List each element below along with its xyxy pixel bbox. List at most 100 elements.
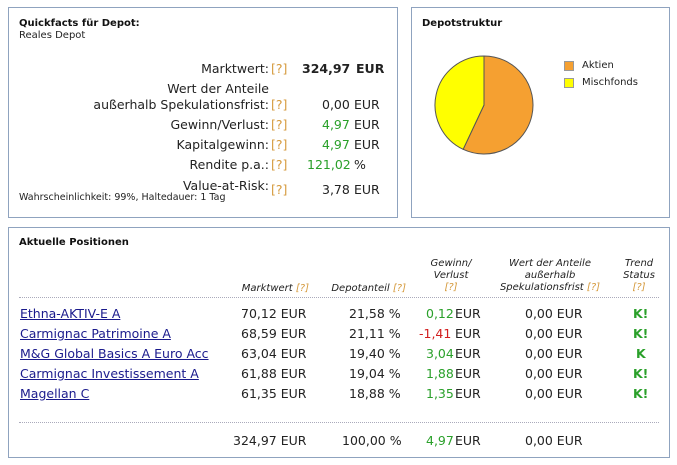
value-at-risk-help-link[interactable]: [?] bbox=[271, 182, 288, 197]
position-gv-unit: EUR bbox=[455, 326, 481, 341]
depotstruktur-title: Depotstruktur bbox=[422, 18, 503, 29]
position-wert: 0,00 EUR bbox=[525, 366, 583, 381]
legend-label-mischfonds: Mischfonds bbox=[582, 77, 638, 88]
wert-anteile-unit: EUR bbox=[354, 97, 380, 112]
marktwert-label: Marktwert: bbox=[201, 61, 269, 76]
gewinn-verlust-unit: EUR bbox=[354, 117, 380, 132]
position-anteil: 21,58 % bbox=[349, 306, 401, 321]
header-marktwert-help[interactable]: [?] bbox=[295, 283, 309, 294]
position-trend: K! bbox=[633, 326, 649, 341]
header-trend: Trend Status [?] bbox=[614, 258, 664, 294]
marktwert-help-link[interactable]: [?] bbox=[271, 61, 288, 76]
gewinn-verlust-label: Gewinn/Verlust: bbox=[170, 117, 269, 132]
total-wert: 0,00 EUR bbox=[525, 433, 583, 448]
totals-separator bbox=[19, 422, 659, 423]
value-at-risk-unit: EUR bbox=[354, 182, 380, 197]
header-depotanteil-label: Depotanteil bbox=[331, 283, 390, 294]
header-wert-help[interactable]: [?] bbox=[586, 282, 601, 293]
marktwert-value: 324,97 bbox=[302, 61, 351, 76]
gewinn-verlust-help-link[interactable]: [?] bbox=[271, 117, 288, 132]
rendite-help-link[interactable]: [?] bbox=[271, 157, 288, 172]
marktwert-unit: EUR bbox=[356, 61, 385, 76]
rendite-row: Rendite p.a.: [?] 121,02 % bbox=[9, 157, 399, 175]
pie-slice-aktien bbox=[462, 55, 534, 155]
total-gv-unit: EUR bbox=[455, 433, 481, 448]
quickfacts-title: Quickfacts für Depot: bbox=[19, 18, 140, 29]
legend-swatch-aktien bbox=[564, 61, 574, 71]
header-marktwert: Marktwert [?] bbox=[209, 283, 309, 295]
header-wert-line3: Spekulationsfrist bbox=[499, 282, 584, 293]
position-wert: 0,00 EUR bbox=[525, 326, 583, 341]
position-gv-unit: EUR bbox=[455, 306, 481, 321]
header-wert-line1: Wert der Anteile bbox=[508, 258, 591, 269]
gewinn-verlust-row: Gewinn/Verlust: [?] 4,97 EUR bbox=[9, 117, 399, 135]
header-separator bbox=[19, 297, 659, 298]
position-gv: 1,88 bbox=[426, 366, 454, 381]
position-trend: K! bbox=[633, 386, 649, 401]
header-wert-anteile: Wert der Anteile außerhalb Spekulationsf… bbox=[491, 258, 609, 294]
header-gv-help[interactable]: [?] bbox=[444, 282, 458, 293]
value-at-risk-value: 3,78 bbox=[322, 182, 350, 197]
header-marktwert-label: Marktwert bbox=[241, 283, 293, 294]
position-gv: -1,41 bbox=[419, 326, 452, 341]
depotstruktur-panel: Depotstruktur Aktien Mischfonds bbox=[411, 7, 670, 218]
total-marktwert: 324,97 EUR bbox=[233, 433, 307, 448]
value-at-risk-row: Value-at-Risk: [?] 3,78 EUR bbox=[9, 178, 399, 197]
header-depotanteil: Depotanteil [?] bbox=[309, 283, 406, 295]
wert-anteile-value: 0,00 bbox=[322, 97, 350, 112]
total-anteil: 100,00 % bbox=[342, 433, 402, 448]
wert-anteile-label-2: außerhalb Spekulationsfrist: bbox=[93, 97, 269, 112]
position-wert: 0,00 EUR bbox=[525, 386, 583, 401]
quickfacts-subtitle: Reales Depot bbox=[19, 30, 86, 41]
position-anteil: 18,88 % bbox=[349, 386, 401, 401]
position-marktwert: 63,04 EUR bbox=[241, 346, 307, 361]
total-gv: 4,97 bbox=[426, 433, 454, 448]
kapitalgewinn-row: Kapitalgewinn: [?] 4,97 EUR bbox=[9, 137, 399, 155]
position-anteil: 19,40 % bbox=[349, 346, 401, 361]
position-wert: 0,00 EUR bbox=[525, 346, 583, 361]
rendite-unit: % bbox=[354, 157, 366, 172]
position-gv-unit: EUR bbox=[455, 346, 481, 361]
kapitalgewinn-unit: EUR bbox=[354, 137, 380, 152]
header-depotanteil-help[interactable]: [?] bbox=[392, 283, 406, 294]
position-link-carmignac-investissement[interactable]: Carmignac Investissement A bbox=[20, 366, 199, 381]
wert-anteile-help-link[interactable]: [?] bbox=[271, 97, 288, 112]
positions-title: Aktuelle Positionen bbox=[19, 237, 129, 248]
header-gv-line1: Gewinn/ bbox=[430, 258, 472, 269]
quickfacts-panel: Quickfacts für Depot: Reales Depot Markt… bbox=[8, 7, 398, 218]
value-at-risk-note: Wahrscheinlichkeit: 99%, Haltedauer: 1 T… bbox=[19, 192, 226, 203]
position-marktwert: 70,12 EUR bbox=[241, 306, 307, 321]
wert-anteile-label-1: Wert der Anteile bbox=[167, 81, 269, 96]
position-link-magellan[interactable]: Magellan C bbox=[20, 386, 90, 401]
legend-swatch-mischfonds bbox=[564, 78, 574, 88]
position-gv: 0,12 bbox=[426, 306, 454, 321]
position-gv-unit: EUR bbox=[455, 386, 481, 401]
positions-panel: Aktuelle Positionen Marktwert [?] Depota… bbox=[8, 227, 670, 458]
header-wert-line2: außerhalb bbox=[524, 270, 576, 281]
position-marktwert: 61,88 EUR bbox=[241, 366, 307, 381]
position-gv: 3,04 bbox=[426, 346, 454, 361]
position-marktwert: 68,59 EUR bbox=[241, 326, 307, 341]
gewinn-verlust-value: 4,97 bbox=[322, 117, 350, 132]
value-at-risk-label: Value-at-Risk: bbox=[182, 178, 269, 193]
pie-slice-mischfonds bbox=[434, 55, 485, 151]
position-link-ethna[interactable]: Ethna-AKTIV-E A bbox=[20, 306, 121, 321]
kapitalgewinn-help-link[interactable]: [?] bbox=[271, 137, 288, 152]
legend-label-aktien: Aktien bbox=[582, 60, 614, 71]
wert-anteile-row-2: außerhalb Spekulationsfrist: [?] 0,00 EU… bbox=[9, 97, 399, 115]
position-trend: K! bbox=[633, 366, 649, 381]
position-anteil: 19,04 % bbox=[349, 366, 401, 381]
rendite-value: 121,02 bbox=[307, 157, 351, 172]
position-link-mg-global-basics[interactable]: M&G Global Basics A Euro Acc bbox=[20, 346, 209, 361]
position-anteil: 21,11 % bbox=[349, 326, 401, 341]
kapitalgewinn-label: Kapitalgewinn: bbox=[176, 137, 269, 152]
position-trend: K bbox=[636, 346, 646, 361]
header-gewinn-verlust: Gewinn/ Verlust [?] bbox=[414, 258, 488, 294]
marktwert-row: Marktwert: [?] 324,97 EUR bbox=[9, 61, 399, 79]
depot-pie-chart bbox=[434, 55, 534, 155]
position-gv-unit: EUR bbox=[455, 366, 481, 381]
header-trend-help[interactable]: [?] bbox=[632, 282, 646, 293]
position-link-carmignac-patrimoine[interactable]: Carmignac Patrimoine A bbox=[20, 326, 171, 341]
wert-anteile-row-1: Wert der Anteile bbox=[9, 81, 399, 99]
position-marktwert: 61,35 EUR bbox=[241, 386, 307, 401]
